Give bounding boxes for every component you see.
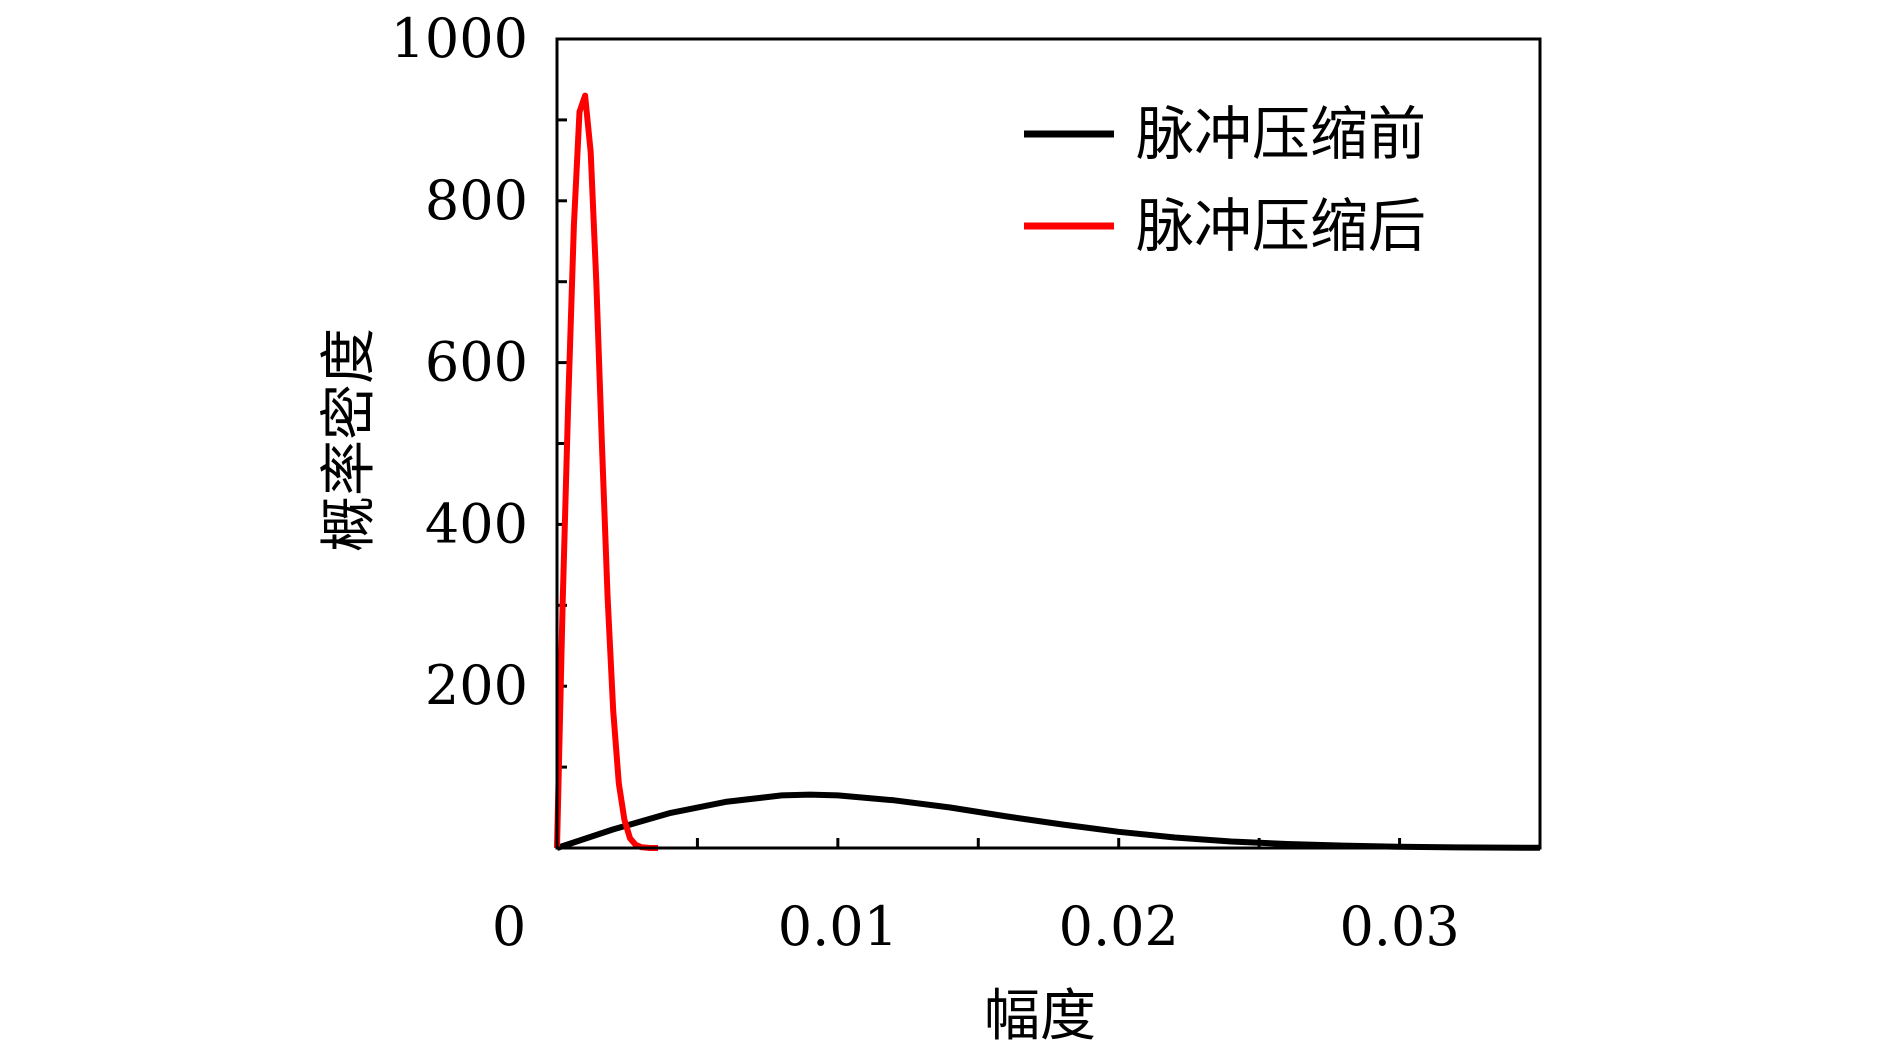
x-tick-label: 0.02 bbox=[1059, 895, 1179, 958]
legend-label-1: 脉冲压缩后 bbox=[1136, 192, 1426, 260]
y-tick-label: 1000 bbox=[391, 7, 528, 70]
x-axis-label: 幅度 bbox=[984, 984, 1096, 1044]
y-tick-label: 600 bbox=[425, 331, 528, 394]
y-tick-label: 800 bbox=[425, 169, 528, 232]
x-tick-label: 0 bbox=[492, 895, 526, 958]
series-line-1 bbox=[554, 92, 659, 851]
y-tick-label: 400 bbox=[425, 492, 528, 555]
x-tick-label: 0.01 bbox=[778, 895, 898, 958]
y-axis-label: 概率密度 bbox=[317, 328, 382, 552]
y-tick-label: 200 bbox=[425, 654, 528, 717]
tick-labels: 0 0.01 0.02 0.03 200 400 600 800 1000 bbox=[391, 7, 1460, 958]
series-line-0 bbox=[556, 791, 1541, 851]
legend: 脉冲压缩前 脉冲压缩后 bbox=[1024, 100, 1426, 260]
x-tick-label: 0.03 bbox=[1339, 895, 1459, 958]
series-layer bbox=[554, 92, 1541, 851]
plot-frame bbox=[555, 37, 1542, 850]
legend-label-0: 脉冲压缩前 bbox=[1136, 100, 1426, 168]
